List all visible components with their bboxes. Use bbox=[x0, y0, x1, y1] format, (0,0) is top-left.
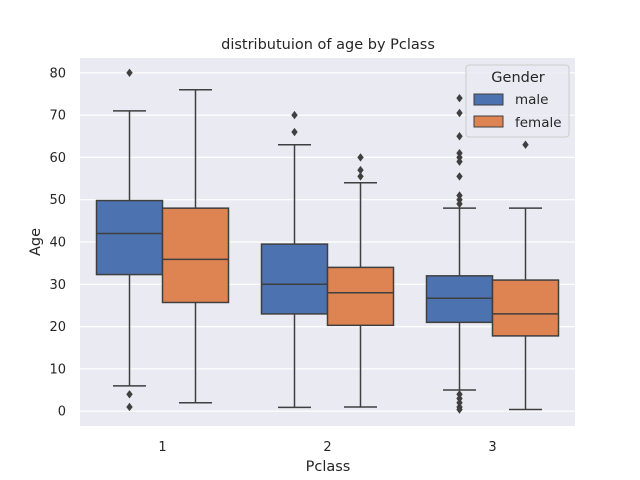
x-tick-label: 1 bbox=[158, 440, 166, 455]
box-iqr bbox=[425, 275, 494, 324]
y-axis-label: Age bbox=[28, 228, 44, 256]
outlier-point bbox=[357, 153, 364, 162]
box-female-2 bbox=[326, 153, 395, 408]
y-tick-label: 10 bbox=[49, 362, 66, 377]
x-tick-label: 3 bbox=[488, 440, 496, 455]
outlier-point bbox=[456, 191, 463, 200]
box-female-1 bbox=[161, 88, 230, 404]
box-iqr bbox=[161, 207, 230, 304]
outlier-point bbox=[291, 127, 298, 137]
outlier-point bbox=[126, 68, 133, 78]
outlier-point bbox=[357, 172, 364, 181]
outlier-point bbox=[456, 108, 463, 118]
box-male-1 bbox=[95, 68, 164, 412]
outlier-point bbox=[456, 172, 463, 181]
legend-label-male: male bbox=[515, 92, 548, 108]
y-tick-label: 20 bbox=[49, 320, 66, 335]
box-iqr bbox=[491, 279, 560, 337]
y-tick-labels: 0 10 20 30 40 50 60 70 80 bbox=[49, 66, 66, 419]
box-male-3 bbox=[425, 93, 494, 414]
outlier-point bbox=[456, 157, 463, 166]
y-tick-label: 30 bbox=[49, 278, 66, 293]
outlier-point bbox=[456, 394, 463, 403]
outlier-point bbox=[456, 93, 463, 103]
box-iqr bbox=[95, 199, 164, 276]
legend: Gender male female bbox=[465, 64, 570, 138]
box-female-3 bbox=[491, 140, 560, 411]
outlier-point bbox=[456, 405, 463, 414]
outlier-point bbox=[456, 199, 463, 209]
x-tick-label: 2 bbox=[323, 440, 331, 455]
box-iqr bbox=[326, 266, 395, 327]
outlier-point bbox=[357, 165, 364, 175]
chart-title: distributuion of age by Pclass bbox=[221, 37, 435, 53]
outlier-point bbox=[126, 402, 133, 412]
legend-swatch-male bbox=[473, 93, 504, 106]
y-tick-label: 70 bbox=[49, 109, 66, 124]
box-iqr bbox=[260, 243, 329, 315]
outlier-point bbox=[291, 110, 298, 120]
y-tick-label: 50 bbox=[49, 193, 66, 208]
outlier-point bbox=[456, 398, 463, 407]
outlier-point bbox=[456, 153, 463, 162]
outlier-point bbox=[456, 132, 463, 141]
legend-label-female: female bbox=[515, 115, 562, 131]
legend-title: Gender bbox=[491, 70, 544, 86]
box-groups bbox=[95, 68, 560, 414]
y-tick-label: 0 bbox=[58, 405, 66, 420]
outlier-point bbox=[456, 390, 463, 399]
x-axis-label: Pclass bbox=[306, 459, 351, 475]
y-tick-label: 60 bbox=[49, 151, 66, 166]
outlier-point bbox=[126, 390, 133, 399]
outlier-point bbox=[456, 148, 463, 158]
x-tick-labels: 1 2 3 bbox=[158, 440, 496, 455]
y-tick-label: 80 bbox=[49, 66, 66, 81]
outlier-point bbox=[522, 140, 529, 149]
box-male-2 bbox=[260, 110, 329, 409]
legend-swatch-female bbox=[473, 115, 504, 128]
y-tick-label: 40 bbox=[49, 236, 66, 251]
outlier-point bbox=[456, 195, 463, 204]
